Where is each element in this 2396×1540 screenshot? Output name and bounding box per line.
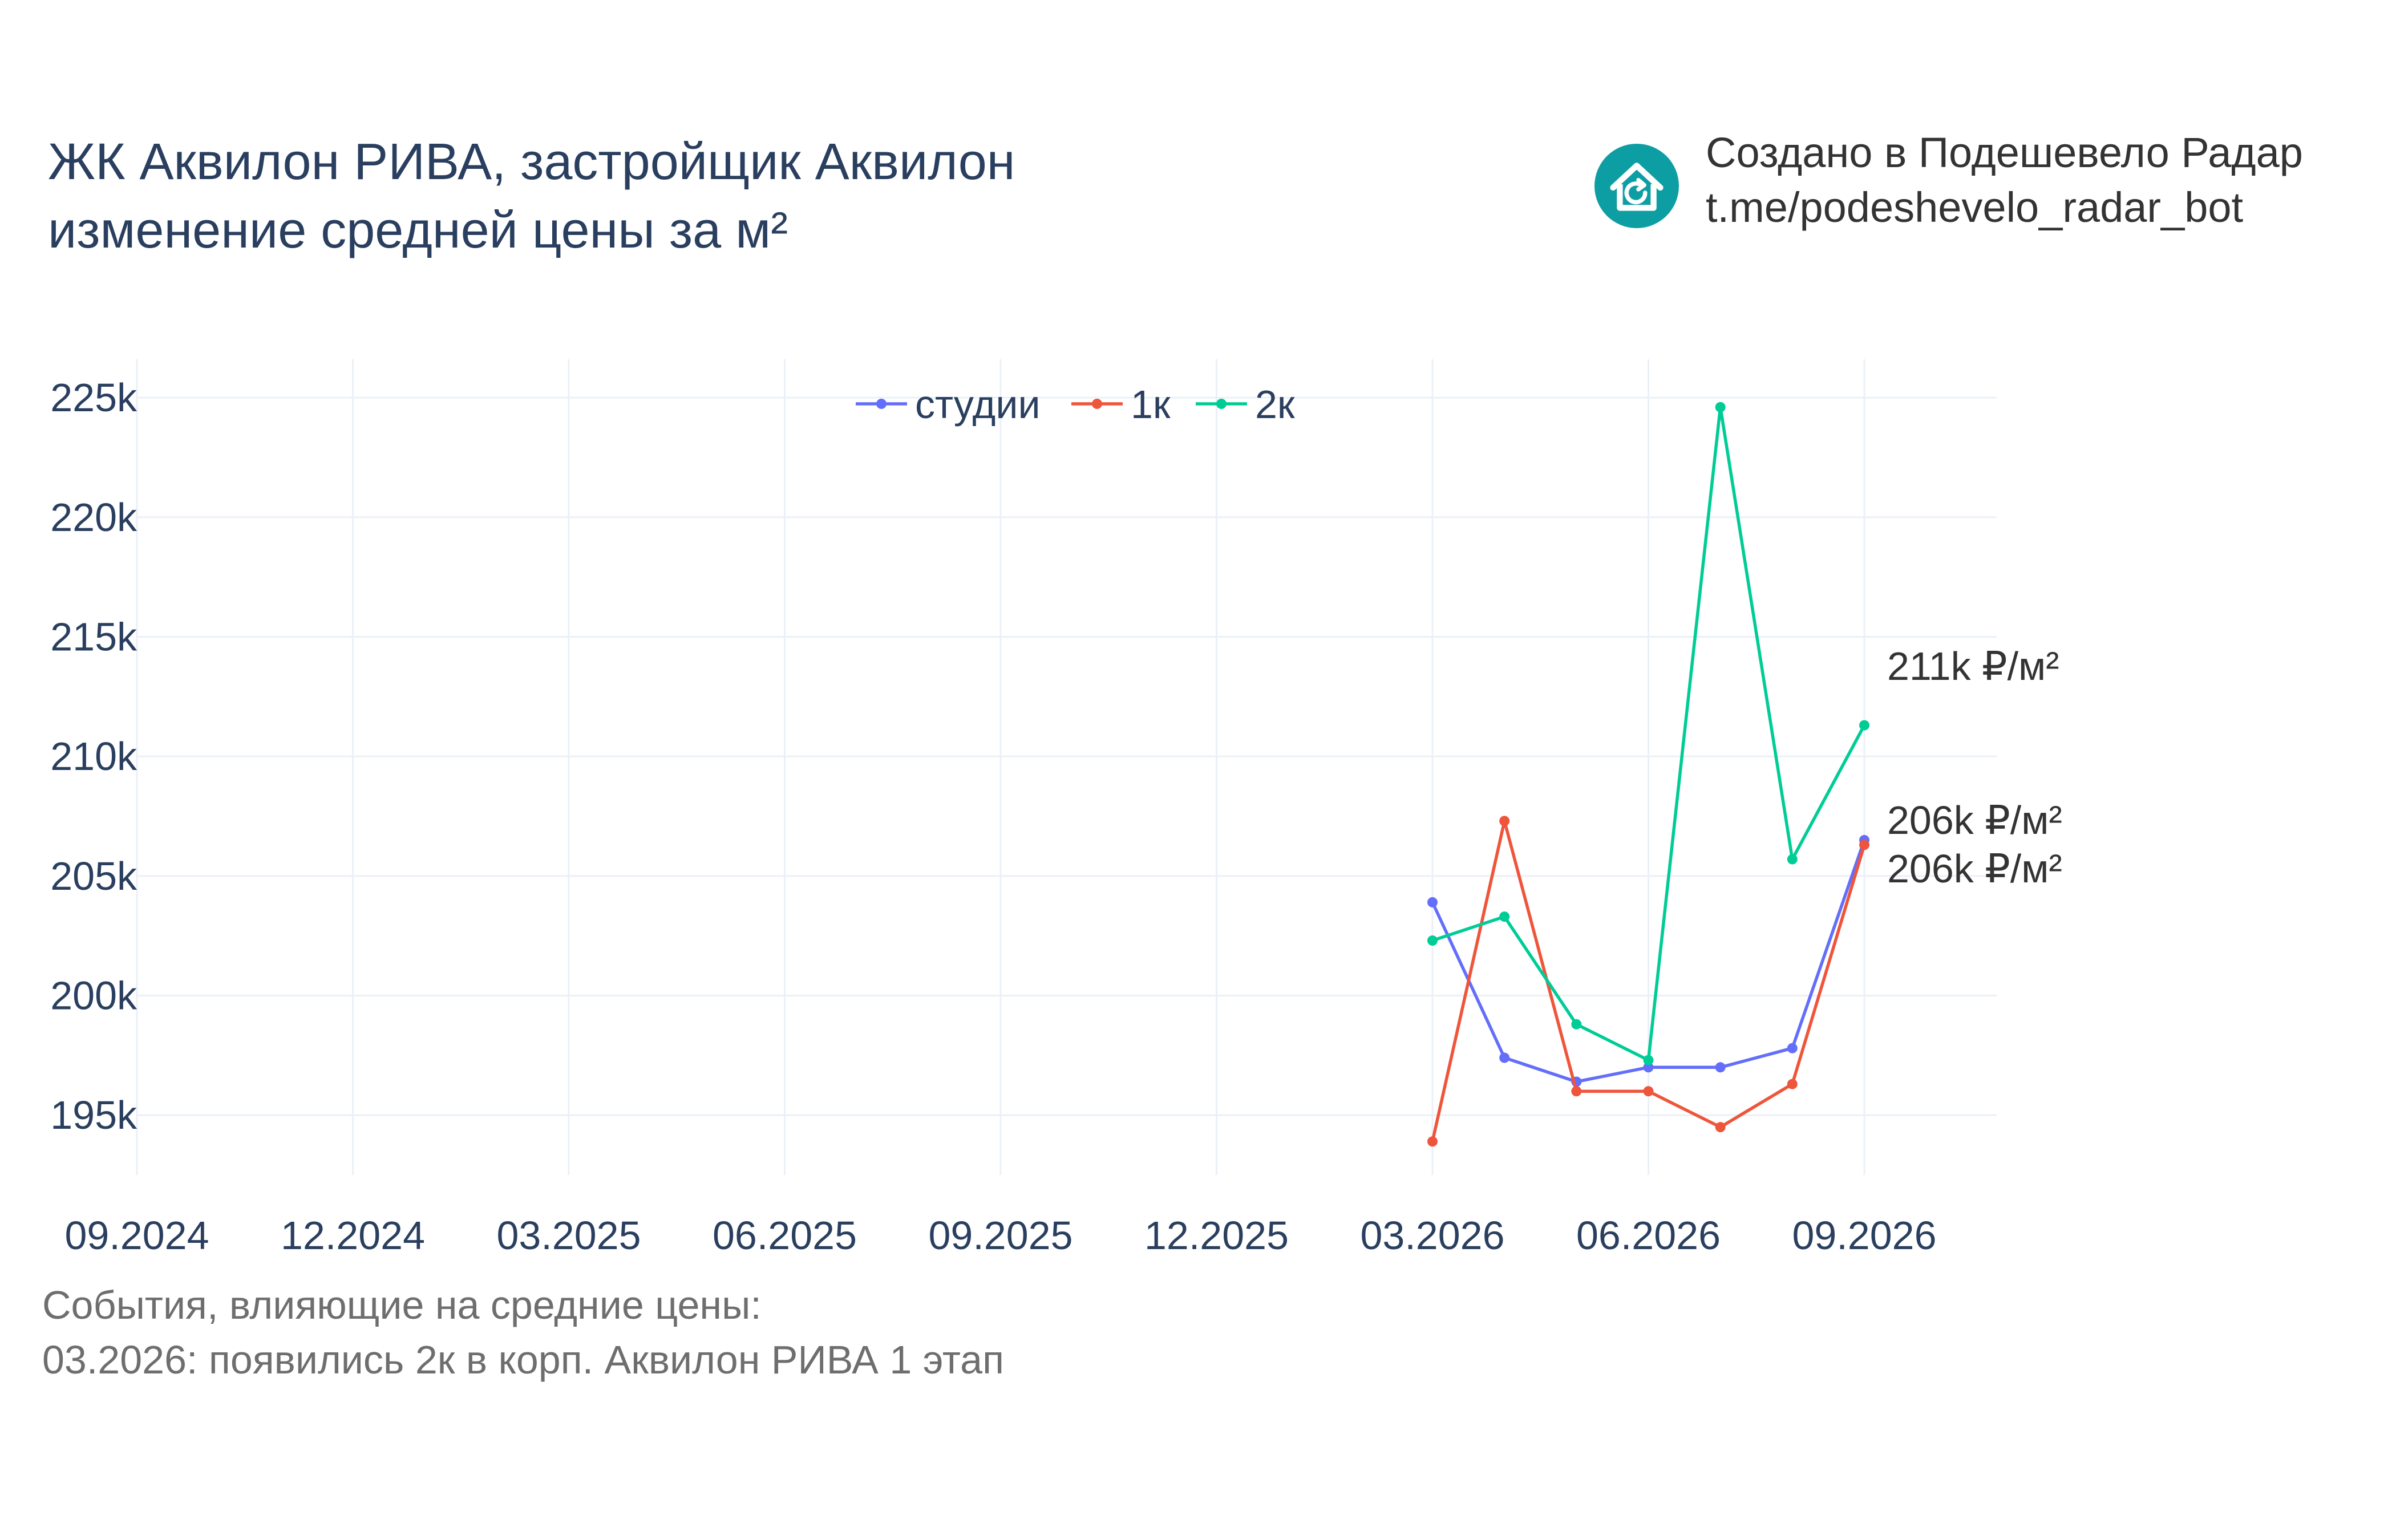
legend-swatch-marker [876, 399, 887, 409]
x-tick-label: 06.2026 [1576, 1213, 1721, 1258]
y-tick-label: 205k [50, 854, 137, 898]
data-point [1643, 1055, 1654, 1065]
brand-credit: Создано в Подешевело Радар t.me/podeshev… [1706, 125, 2303, 235]
end-value-label: 211k ₽/м² [1887, 644, 2059, 688]
legend-label: 1к [1131, 382, 1171, 427]
y-tick-label: 220k [50, 495, 137, 540]
brand-name: Создано в Подешевело Радар [1706, 129, 2303, 176]
house-refresh-icon [1594, 144, 1679, 228]
end-value-label: 206k ₽/м² [1887, 846, 2062, 891]
data-point [1787, 854, 1798, 865]
data-point [1787, 1079, 1798, 1089]
data-point [1643, 1086, 1654, 1097]
brand-link[interactable]: t.me/podeshevelo_radar_bot [1706, 184, 2244, 231]
events-block: События, влияющие на средние цены: 03.20… [42, 1278, 1004, 1387]
x-tick-label: 03.2026 [1360, 1213, 1504, 1258]
legend-label: 2к [1255, 382, 1295, 427]
x-tick-label: 06.2025 [713, 1213, 857, 1258]
x-tick-label: 09.2026 [1792, 1213, 1936, 1258]
data-point [1859, 840, 1869, 850]
end-value-label: 206k ₽/м² [1887, 798, 2062, 842]
legend-swatch-marker [1092, 399, 1102, 409]
data-point [1499, 816, 1510, 826]
data-point [1499, 1052, 1510, 1063]
data-point [1715, 1122, 1726, 1133]
y-tick-label: 200k [50, 973, 137, 1018]
y-tick-label: 225k [50, 375, 137, 420]
data-point [1571, 1086, 1582, 1097]
y-tick-label: 215k [50, 614, 137, 659]
x-tick-label: 09.2024 [64, 1213, 209, 1258]
data-point [1427, 1136, 1438, 1147]
data-point [1427, 897, 1438, 907]
data-point [1715, 1062, 1726, 1073]
x-tick-label: 12.2024 [281, 1213, 425, 1258]
events-heading: События, влияющие на средние цены: [42, 1283, 762, 1327]
data-point [1499, 911, 1510, 922]
legend-swatch-marker [1216, 399, 1227, 409]
data-point [1715, 402, 1726, 412]
data-point [1787, 1043, 1798, 1053]
x-tick-label: 03.2025 [496, 1213, 641, 1258]
data-point [1859, 720, 1869, 731]
chart-title: ЖК Аквилон РИВА, застройщик Аквилон изме… [48, 128, 1015, 265]
legend-label: студии [915, 382, 1041, 427]
x-tick-label: 12.2025 [1144, 1213, 1289, 1258]
event-item: 03.2026: появились 2к в корп. Аквилон РИ… [42, 1338, 1004, 1382]
data-point [1427, 935, 1438, 946]
data-point [1571, 1019, 1582, 1030]
data-point [1643, 1062, 1654, 1073]
y-tick-label: 195k [50, 1093, 137, 1137]
x-tick-label: 09.2025 [928, 1213, 1072, 1258]
title-line-1: ЖК Аквилон РИВА, застройщик Аквилон [48, 133, 1015, 191]
title-line-2: изменение средней цены за м² [48, 202, 788, 259]
y-tick-label: 210k [50, 734, 137, 779]
